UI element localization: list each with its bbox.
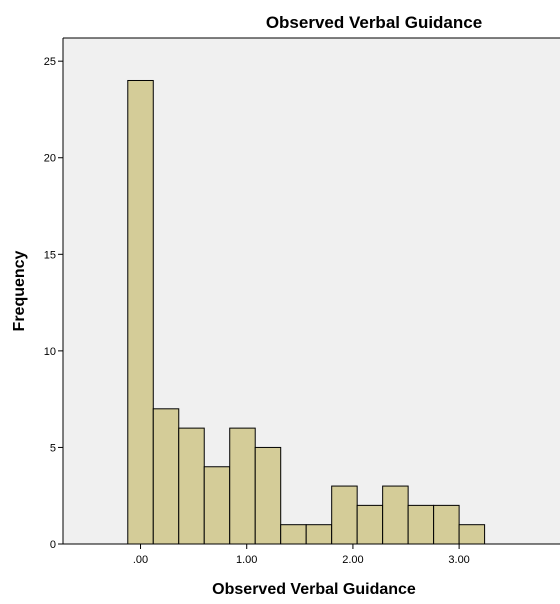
x-tick-label: 3.00 [448,554,469,566]
y-tick-label: 20 [44,153,56,165]
y-tick-label: 25 [44,56,56,68]
bars-group [127,79,486,545]
y-axis-label: Frequency [11,250,28,331]
x-tick-label: 2.00 [342,554,363,566]
x-tick-label: 1.00 [236,554,257,566]
histogram-bar [254,446,282,545]
histogram-bar [280,524,307,545]
y-tick-label: 5 [50,442,56,454]
x-ticks-group: .00 1.00 2.00 3.00 [133,544,470,566]
y-tick-label: 15 [44,249,56,261]
histogram-bar [178,427,205,545]
x-tick-label: .00 [133,554,148,566]
histogram-bar [382,485,409,545]
y-tick-label: 0 [50,539,56,551]
histogram-bar [407,504,435,545]
histogram-bar [229,427,256,545]
histogram-bar [433,504,460,545]
histogram-bar [152,408,180,545]
histogram-bar [305,524,333,545]
histogram-bar [203,466,231,545]
histogram-bar [331,485,358,545]
histogram-bar [356,504,384,545]
histogram-bar [458,524,486,545]
x-axis-label: Observed Verbal Guidance [212,581,416,598]
chart-title: Observed Verbal Guidance [266,13,482,32]
histogram-bar [127,79,154,545]
y-ticks-group: 0 5 10 15 20 25 [44,56,63,551]
y-tick-label: 10 [44,346,56,358]
